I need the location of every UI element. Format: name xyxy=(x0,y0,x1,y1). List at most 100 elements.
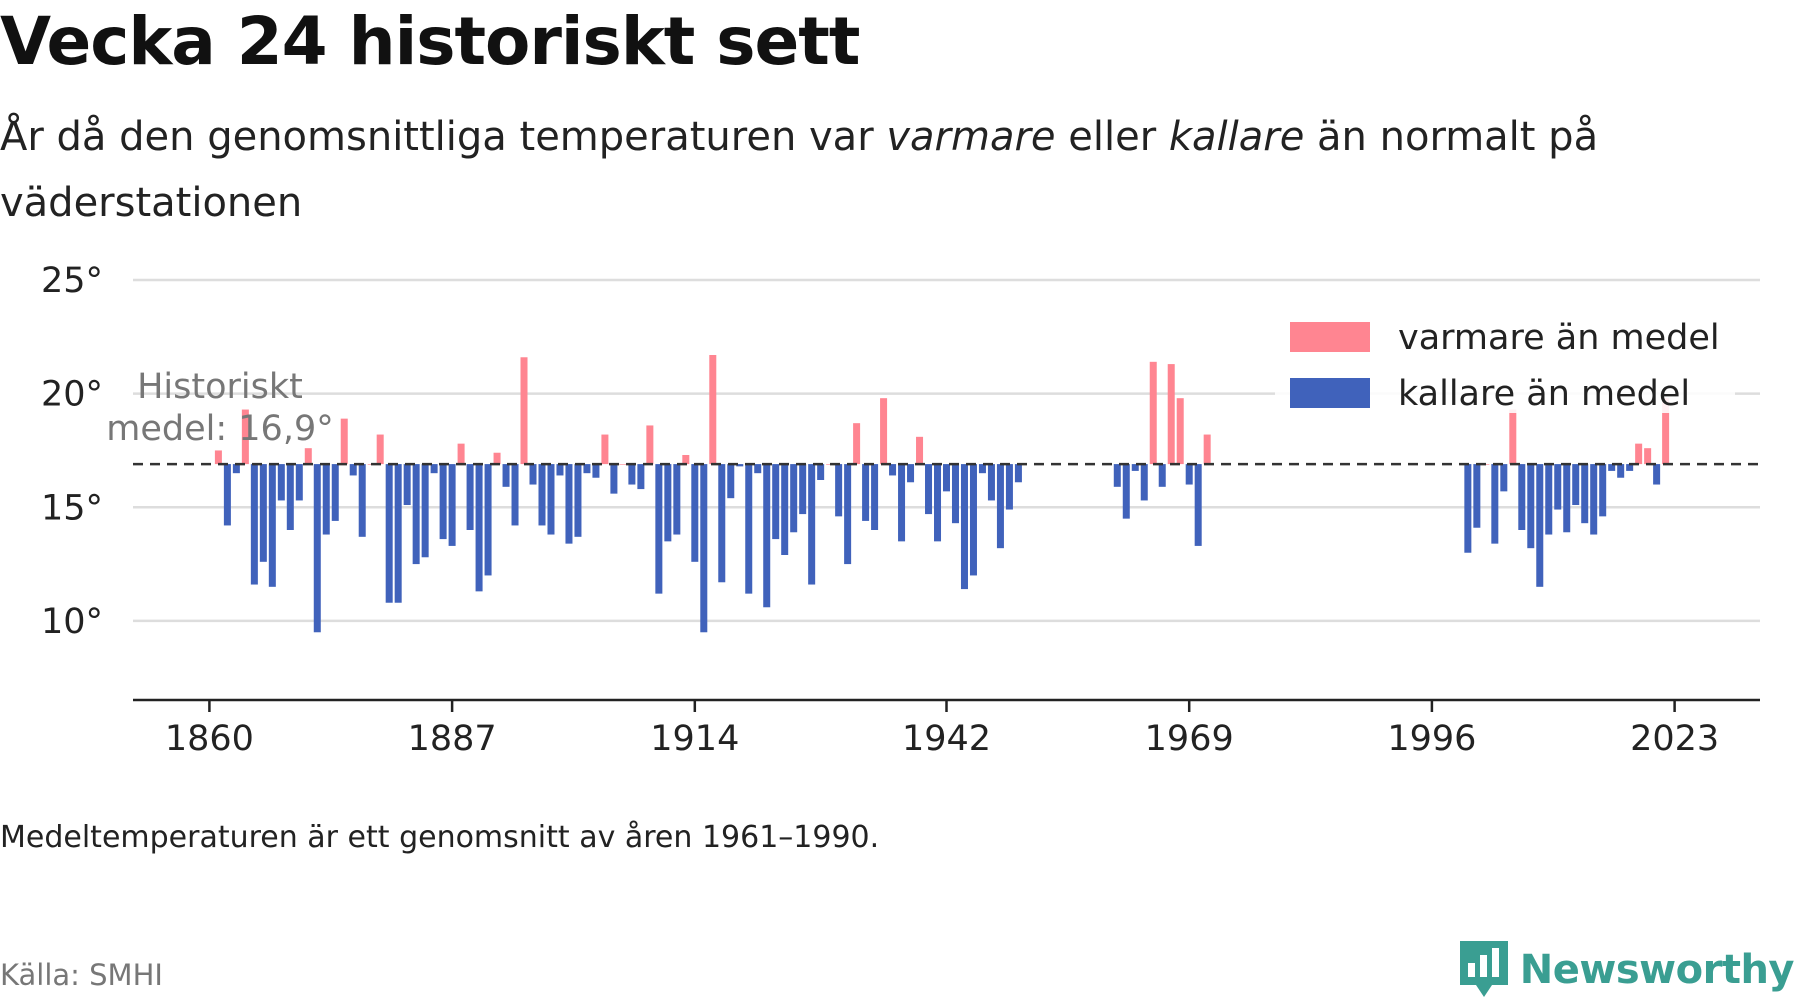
bar-colder xyxy=(772,464,780,540)
bar-colder xyxy=(574,464,582,537)
bar-colder xyxy=(862,464,870,521)
bar-warmer xyxy=(214,450,222,465)
bar-colder xyxy=(664,464,672,542)
bar-colder xyxy=(484,464,492,576)
bar-warmer xyxy=(853,423,861,465)
y-tick-label: 25° xyxy=(41,261,103,301)
bar-warmer xyxy=(601,434,609,465)
bar-colder xyxy=(754,464,762,474)
bar-colder xyxy=(907,464,915,483)
bar-colder xyxy=(1554,464,1562,510)
bar-colder xyxy=(430,464,438,474)
bar-warmer xyxy=(1149,361,1157,465)
bar-colder xyxy=(448,464,456,546)
bar-colder xyxy=(439,464,447,540)
bar-colder xyxy=(934,464,942,542)
bar-colder xyxy=(502,464,510,487)
bar-colder xyxy=(1473,464,1481,528)
bar-warmer xyxy=(1635,443,1643,465)
x-tick-label: 1887 xyxy=(408,719,497,759)
x-tick-label: 1996 xyxy=(1387,719,1476,759)
bar-colder xyxy=(1500,464,1508,492)
bar-colder xyxy=(637,464,645,490)
bar-colder xyxy=(700,464,708,633)
bar-warmer xyxy=(493,452,501,465)
bar-warmer xyxy=(916,436,924,465)
x-tick-label: 2023 xyxy=(1630,719,1719,759)
bar-warmer xyxy=(304,448,312,465)
bar-colder xyxy=(987,464,995,501)
bar-colder xyxy=(286,464,294,530)
bar-colder xyxy=(331,464,339,521)
bar-colder xyxy=(951,464,959,524)
bar-colder xyxy=(358,464,366,537)
bar-colder xyxy=(1158,464,1166,487)
subtitle-text-3: än normalt på väderstationen xyxy=(0,114,1599,226)
bar-colder xyxy=(475,464,483,592)
bar-colder xyxy=(385,464,393,603)
bar-warmer xyxy=(682,455,690,465)
bar-colder xyxy=(978,464,986,474)
legend-swatch-warmer xyxy=(1290,322,1370,352)
bar-colder xyxy=(556,464,564,476)
bar-colder xyxy=(871,464,879,530)
baseline-label-line2: medel: 16,9° xyxy=(106,409,333,449)
y-gridlines xyxy=(133,278,1760,623)
bar-colder xyxy=(736,464,744,467)
bar-colder xyxy=(511,464,519,526)
bar-colder xyxy=(1194,464,1202,546)
y-tick-label: 20° xyxy=(41,375,103,415)
bar-colder xyxy=(259,464,267,562)
subtitle-text-1: År då den genomsnittliga temperaturen va… xyxy=(0,114,887,160)
bar-colder xyxy=(421,464,429,558)
bar-colder xyxy=(1122,464,1130,519)
bar-colder xyxy=(1005,464,1013,510)
bar-warmer xyxy=(1509,409,1517,465)
x-tick-label: 1914 xyxy=(650,719,739,759)
bar-colder xyxy=(412,464,420,565)
bar-colder xyxy=(232,464,240,474)
bar-colder xyxy=(889,464,897,476)
bar-warmer xyxy=(241,409,249,465)
bar-colder xyxy=(1581,464,1589,524)
bar-colder xyxy=(691,464,699,562)
legend-swatch-colder xyxy=(1290,378,1370,408)
bar-warmer xyxy=(457,443,465,465)
legend: varmare än medel kallare än medel xyxy=(1275,295,1735,414)
bar-colder xyxy=(898,464,906,542)
bar-colder xyxy=(1617,464,1625,478)
bar-colder xyxy=(925,464,933,515)
bar-colder xyxy=(969,464,977,576)
bar-colder xyxy=(313,464,321,633)
bar-warmer xyxy=(1662,398,1670,465)
bar-warmer xyxy=(646,425,654,465)
bar-warmer xyxy=(880,398,888,465)
bar-colder xyxy=(727,464,735,499)
bar-colder xyxy=(250,464,258,585)
y-tick-label: 15° xyxy=(41,488,103,528)
bar-colder xyxy=(349,464,357,476)
brand-name: Newsworthy xyxy=(1519,947,1795,993)
bar-colder xyxy=(673,464,681,535)
bar-colder xyxy=(1113,464,1121,487)
baseline-label-line1: Historiskt xyxy=(137,367,303,407)
bar-colder xyxy=(583,464,591,474)
bar-colder xyxy=(1014,464,1022,483)
bar-colder xyxy=(547,464,555,535)
bar-colder xyxy=(1491,464,1499,544)
newsworthy-logo-icon xyxy=(1459,941,1508,997)
y-tick-label: 10° xyxy=(41,602,103,642)
bar-colder xyxy=(1131,464,1139,471)
bar-warmer xyxy=(1176,398,1184,465)
bar-colder xyxy=(745,464,753,594)
bar-colder xyxy=(942,464,950,492)
bar-colder xyxy=(844,464,852,565)
subtitle-emphasis-warmer: varmare xyxy=(886,114,1056,160)
bar-colder xyxy=(1599,464,1607,517)
legend-label-warmer: varmare än medel xyxy=(1398,318,1720,358)
brand-logo: Newsworthy xyxy=(1458,935,1795,1005)
bar-colder xyxy=(529,464,537,485)
bar-warmer xyxy=(826,464,834,465)
bar-colder xyxy=(1185,464,1193,485)
bar-warmer xyxy=(709,355,717,465)
